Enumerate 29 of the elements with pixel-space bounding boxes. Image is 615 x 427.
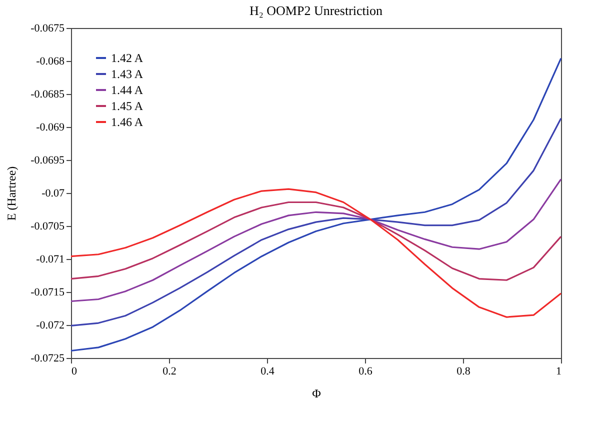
line-series <box>70 178 562 302</box>
x-axis-title: Φ <box>312 386 322 400</box>
y-tick-label: -0.069 <box>36 122 65 134</box>
y-tick-label: -0.072 <box>36 320 64 332</box>
x-tick-label: 1 <box>556 366 562 378</box>
legend-label: 1.45 A <box>111 99 144 113</box>
line-series <box>70 188 562 318</box>
y-axis-title: E (Hartree) <box>4 166 19 221</box>
line-series <box>70 118 562 326</box>
legend-label: 1.44 A <box>111 83 144 97</box>
y-tick-label: -0.0715 <box>30 286 65 298</box>
x-tick-label: 0 <box>72 366 78 378</box>
legend-label: 1.46 A <box>111 115 144 129</box>
y-tick-label: -0.068 <box>36 56 65 68</box>
y-tick-label: -0.07 <box>42 188 65 200</box>
legend-label: 1.42 A <box>111 51 144 65</box>
line-series <box>70 201 562 281</box>
x-tick-label: 0.2 <box>162 366 176 378</box>
legend-label: 1.43 A <box>111 67 144 81</box>
y-tick-label: -0.0725 <box>30 352 65 364</box>
y-tick-label: -0.0685 <box>30 88 65 100</box>
x-tick-label: 0.4 <box>260 366 275 378</box>
x-tick-label: 0.6 <box>358 366 373 378</box>
y-tick-label: -0.0675 <box>30 22 65 34</box>
x-tick-label: 0.8 <box>456 366 471 378</box>
y-tick-label: -0.0705 <box>30 220 65 232</box>
y-tick-label: -0.071 <box>36 254 64 266</box>
chart-title: H₂ OOMP2 Unrestriction <box>249 3 384 18</box>
y-tick-label: -0.0695 <box>30 154 65 166</box>
